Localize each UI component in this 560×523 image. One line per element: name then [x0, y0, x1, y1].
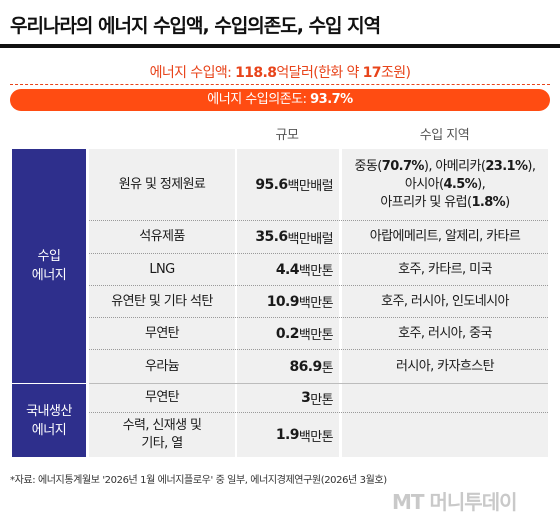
page-title: 우리나라의 에너지 수입액, 수입의존도, 수입 지역: [10, 15, 381, 37]
amount-divider: [10, 84, 550, 85]
table-row-name: 유연탄 및 기타 석탄: [111, 293, 213, 309]
table-row-name: 원유 및 정제원료: [118, 176, 206, 192]
name-column-bg: [89, 149, 235, 457]
table-row-region: [342, 384, 548, 412]
table-row-region: 아랍에메리트, 알제리, 카타르: [369, 229, 521, 244]
row-divider: [89, 220, 548, 221]
import-dependence-bar: 에너지 수입의존도: 93.7%: [10, 89, 550, 111]
table-row-region: 중동(70.7%), 아메리카(23.1%), 아시아(4.5%), 아프리카 …: [354, 158, 536, 210]
brand-logo: MT 머니투데이: [392, 490, 518, 514]
row-divider: [89, 412, 548, 413]
header-region: 수입 지역: [419, 128, 470, 143]
header-scale: 규모: [275, 128, 299, 143]
category-domestic: 국내생산 에너지: [12, 384, 86, 457]
row-divider: [89, 317, 548, 318]
table-row-region: 러시아, 카자흐스탄: [396, 358, 495, 374]
table-row-region: 호주, 카타르, 미국: [398, 261, 492, 277]
category-imported: 수입 에너지: [12, 149, 86, 383]
table-row-name: 무연탄: [144, 325, 180, 341]
region-column-bg: [342, 149, 548, 457]
table-row-value: 95.6 백만배럴: [255, 176, 333, 195]
source-note: *자료: 에너지통계월보 '2026년 1월 에너지플로우' 중 일부, 에너지…: [10, 475, 387, 486]
row-divider: [89, 253, 548, 254]
table-row-value: 4.4 백만톤: [275, 261, 334, 280]
table-row-value: 3 만톤: [301, 390, 333, 408]
table-row-value: 86.9 톤: [289, 358, 333, 377]
table-row-name: 석유제품: [139, 229, 185, 244]
table-row-value: 35.6 백만배럴: [255, 229, 333, 247]
title-divider: [0, 44, 560, 48]
table-row-region: 호주, 러시아, 인도네시아: [381, 293, 509, 309]
table-row-value: 0.2 백만톤: [275, 325, 334, 344]
table-row-value: 1.9 백만톤: [275, 427, 334, 445]
table-row-value: 10.9 백만톤: [266, 293, 334, 312]
section-divider: [89, 383, 548, 384]
table-row-region: [342, 413, 548, 457]
table-row-name: 무연탄: [144, 390, 180, 405]
row-divider: [89, 349, 548, 350]
row-divider: [89, 285, 548, 286]
table-row-name: 수력, 신재생 및 기타, 열: [122, 418, 202, 451]
table-row-name: LNG: [149, 261, 175, 277]
value-column-bg: [237, 149, 339, 457]
table-row-region: 호주, 러시아, 중국: [398, 325, 492, 341]
import-amount: 에너지 수입액: 118.8억달러(한화 약 17조원): [149, 65, 411, 81]
table-row-name: 우라늄: [144, 358, 180, 374]
